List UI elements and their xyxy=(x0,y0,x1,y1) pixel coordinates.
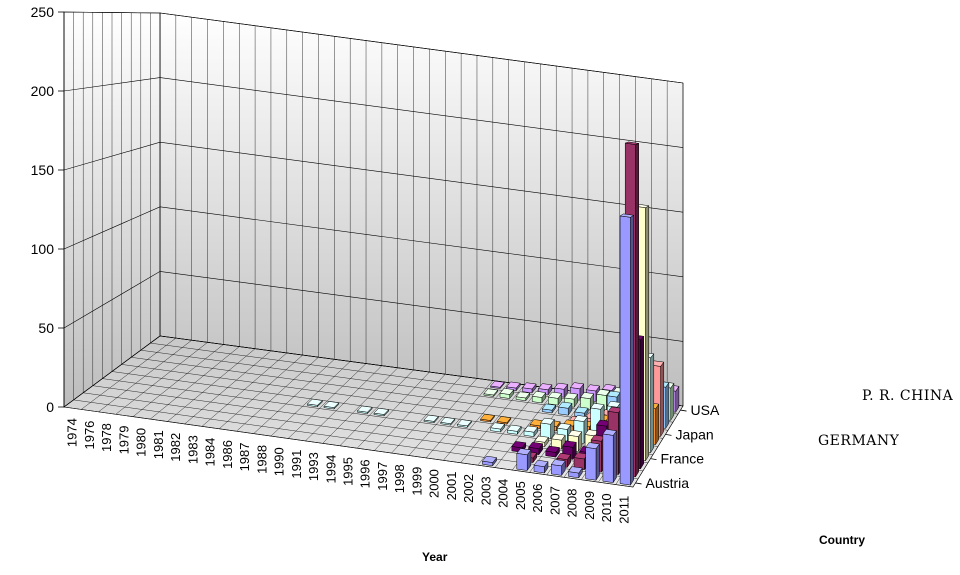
x-tick-label: 1995 xyxy=(341,457,356,486)
depth-axis-title: Country xyxy=(819,533,865,547)
x-tick-label: 2001 xyxy=(444,472,459,501)
x-tick-label: 1996 xyxy=(358,459,373,488)
bar xyxy=(558,401,573,416)
x-tick-label: 2000 xyxy=(427,469,442,498)
x-tick-label: 1980 xyxy=(134,428,149,457)
x-axis: 1974 1976 1978 1979 1980 1981 1982 1983 1984 1986… xyxy=(65,418,632,524)
x-tick-label: 1983 xyxy=(185,435,200,464)
bar xyxy=(602,429,617,484)
x-tick-label: 1987 xyxy=(237,443,252,472)
bar xyxy=(480,413,495,423)
x-tick-label: 2006 xyxy=(530,484,545,513)
x-tick-label: 1988 xyxy=(254,445,269,474)
x-tick-label: 2003 xyxy=(478,476,493,505)
x-tick-label: 1990 xyxy=(272,447,287,476)
x-tick-label: 1978 xyxy=(99,423,114,452)
bar xyxy=(547,391,563,406)
bar xyxy=(515,391,531,402)
x-tick-label: 1976 xyxy=(82,421,97,450)
x-tick-label: 1997 xyxy=(375,462,390,491)
y-tick-label: 200 xyxy=(31,83,55,99)
x-tick-label: 2004 xyxy=(496,479,511,508)
bar xyxy=(506,424,522,436)
x-tick-label: 1981 xyxy=(151,430,166,459)
bar xyxy=(499,388,515,400)
bar xyxy=(541,403,557,414)
series-label-germany: GERMANY xyxy=(818,433,900,449)
y-tick-label: 0 xyxy=(46,399,54,415)
x-axis-title: Year xyxy=(422,550,448,564)
x-tick-label: 1999 xyxy=(410,467,425,496)
x-tick-label: 2011 xyxy=(616,496,631,524)
x-tick-label: 2002 xyxy=(461,474,476,503)
bar xyxy=(523,425,539,438)
bar xyxy=(481,455,498,467)
y-axis: 0 50 100 150 200 250 xyxy=(31,4,65,415)
bar xyxy=(531,391,547,404)
x-tick-label: 1982 xyxy=(168,433,183,462)
bar xyxy=(516,448,532,472)
floor-gridline xyxy=(63,406,634,488)
depth-tick xyxy=(650,458,657,461)
bar xyxy=(440,417,456,426)
bar xyxy=(490,422,506,433)
bar xyxy=(550,459,566,477)
x-tick-label: 1994 xyxy=(323,455,338,484)
bar xyxy=(580,392,595,411)
chart-bars xyxy=(306,141,680,486)
x-tick-label: 1974 xyxy=(65,418,80,447)
x-tick-label: 1986 xyxy=(220,440,235,469)
bar xyxy=(540,417,555,440)
x-tick-label: 1984 xyxy=(203,438,218,467)
x-tick-label: 2007 xyxy=(547,486,562,515)
x-tick-label: 1979 xyxy=(116,426,131,455)
y-tick-label: 100 xyxy=(31,241,55,257)
bar xyxy=(545,445,560,458)
series-label-china: P. R. CHINA xyxy=(862,388,954,404)
bar xyxy=(619,213,635,486)
bar xyxy=(496,416,512,425)
x-tick-label: 2005 xyxy=(513,481,528,510)
x-tick-label: 1998 xyxy=(392,464,407,493)
x-tick-label: 1993 xyxy=(306,452,321,481)
depth-tick xyxy=(665,433,672,436)
x-tick-label: 2009 xyxy=(582,491,597,520)
bar xyxy=(533,459,549,474)
x-tick-label: 2010 xyxy=(599,493,614,522)
bar xyxy=(456,419,472,429)
bar xyxy=(323,401,340,410)
depth-tick-label: USA xyxy=(691,402,720,418)
bar xyxy=(585,442,600,482)
bar xyxy=(483,388,499,398)
y-tick-label: 150 xyxy=(31,162,55,178)
bar xyxy=(306,398,323,408)
bar xyxy=(423,414,439,424)
y-tick-label: 250 xyxy=(31,4,55,20)
floor-gridline xyxy=(83,392,644,471)
depth-tick-label: France xyxy=(661,451,705,467)
depth-tick-label: Austria xyxy=(646,475,690,491)
bar xyxy=(511,441,527,454)
bar xyxy=(568,466,583,479)
y-tick-label: 50 xyxy=(38,320,54,336)
bar xyxy=(356,405,373,415)
bar xyxy=(373,407,390,417)
bar xyxy=(490,380,505,390)
x-tick-label: 2008 xyxy=(565,489,580,518)
bar xyxy=(522,382,537,394)
depth-tick xyxy=(680,409,687,412)
depth-tick xyxy=(635,482,642,485)
depth-axis: USA Japan France Austria xyxy=(635,402,720,491)
x-tick-label: 1991 xyxy=(289,450,304,479)
depth-tick-label: Japan xyxy=(676,426,714,442)
